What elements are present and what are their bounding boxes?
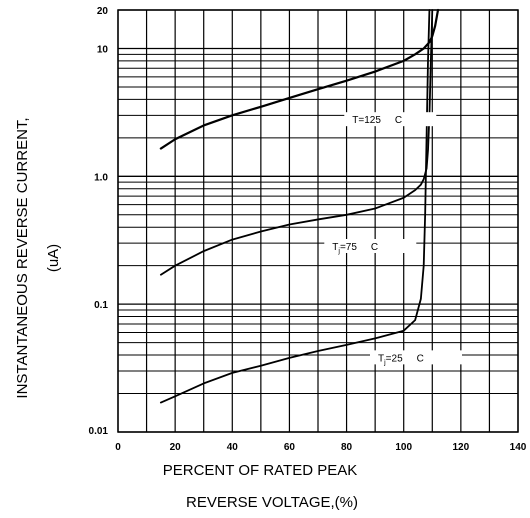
series-label-1: T=125 C bbox=[352, 115, 402, 126]
x-tick-label: 60 bbox=[284, 442, 296, 453]
series-label-bg bbox=[344, 112, 437, 127]
x-axis-title-line1: PERCENT OF RATED PEAK bbox=[163, 462, 357, 479]
y-tick-label: 10 bbox=[97, 44, 109, 55]
chart-series bbox=[159, 8, 440, 404]
x-tick-label: 120 bbox=[453, 442, 470, 453]
series-label-bg bbox=[324, 238, 417, 253]
chart-grid bbox=[117, 9, 519, 433]
series-line-2 bbox=[159, 9, 434, 276]
series-label-bg bbox=[370, 350, 462, 365]
x-tick-label: 140 bbox=[510, 442, 527, 453]
plot-frame bbox=[117, 9, 519, 433]
series-label-3: Tj=25 C bbox=[378, 353, 424, 366]
y-tick-label: 0.1 bbox=[94, 300, 108, 311]
y-axis-title-line2: (uA) bbox=[45, 244, 62, 272]
x-tick-label: 0 bbox=[115, 442, 121, 453]
x-axis-ticks: 0 20 40 60 80 100 120 140 bbox=[115, 442, 527, 453]
y-axis-ticks: 0.01 0.1 1.0 10 20 bbox=[89, 6, 109, 437]
x-axis-title-line2: REVERSE VOLTAGE,(%) bbox=[186, 494, 358, 511]
x-tick-label: 40 bbox=[227, 442, 239, 453]
series-line-3 bbox=[159, 9, 431, 404]
x-tick-label: 80 bbox=[341, 442, 353, 453]
y-tick-label: 20 bbox=[97, 6, 109, 17]
series-labels: T=125 C Tj=75 C Tj=25 C bbox=[324, 112, 462, 366]
y-tick-label: 1.0 bbox=[94, 172, 108, 183]
y-tick-label: 0.01 bbox=[89, 426, 109, 437]
x-tick-label: 20 bbox=[170, 442, 182, 453]
series-label-2: Tj=75 C bbox=[332, 242, 378, 255]
x-tick-label: 100 bbox=[395, 442, 412, 453]
y-axis-title-line1: INSTANTANEOUS REVERSE CURRENT, bbox=[14, 117, 31, 398]
